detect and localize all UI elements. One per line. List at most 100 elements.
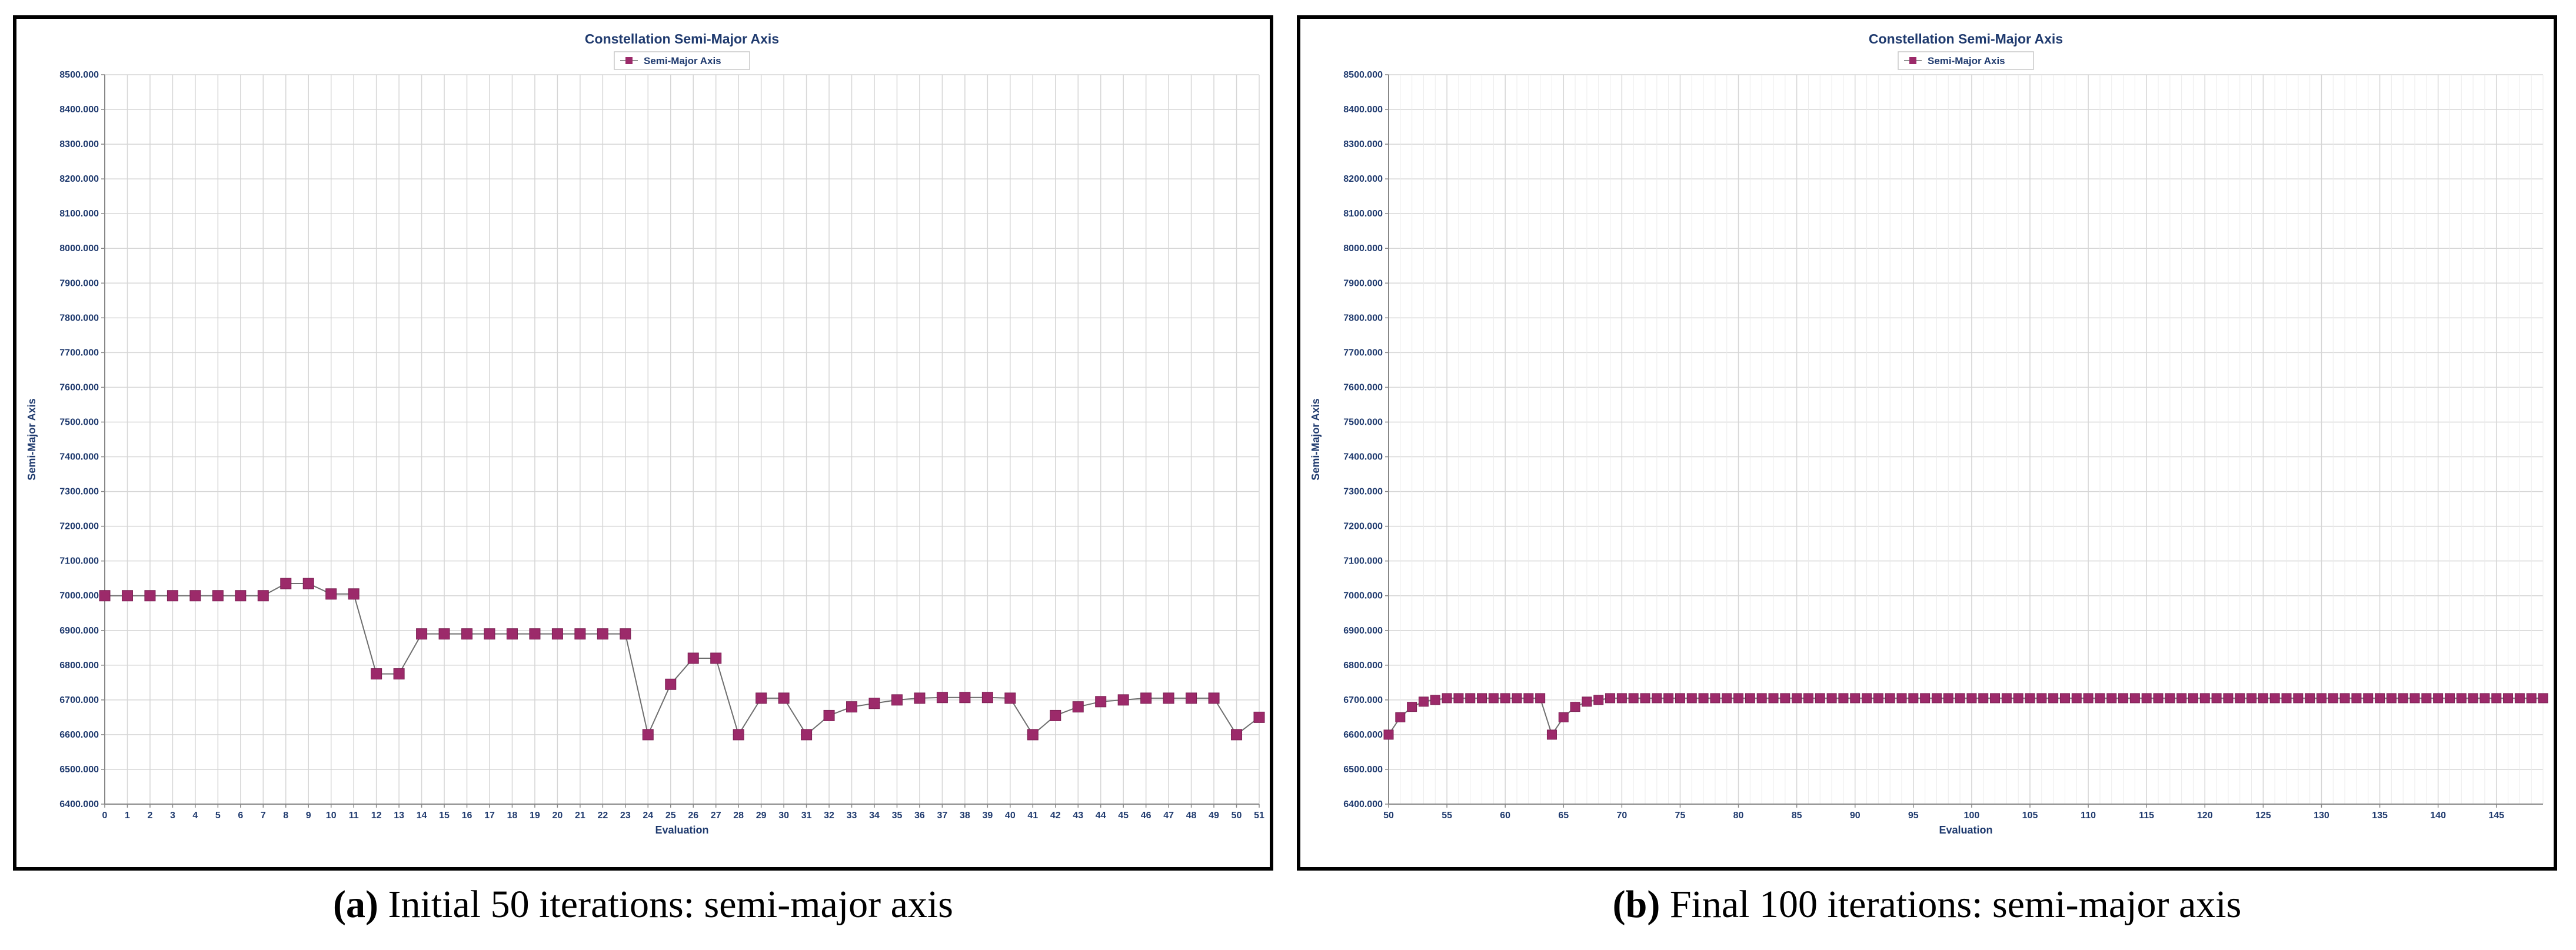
data-point — [551, 628, 563, 640]
data-point — [687, 652, 699, 664]
y-tick-label: 7900.000 — [59, 278, 99, 288]
x-axis-label: Evaluation — [655, 824, 708, 836]
data-point — [1955, 693, 1965, 704]
data-point — [144, 590, 156, 602]
x-tick-label: 9 — [306, 811, 311, 821]
x-tick-label: 16 — [462, 811, 472, 821]
plot-area — [105, 75, 1259, 804]
data-point — [212, 590, 224, 602]
data-point — [2351, 693, 2362, 704]
legend: Semi-Major Axis — [1898, 51, 2034, 70]
x-tick-label: 5 — [215, 811, 221, 821]
data-point — [2036, 693, 2047, 704]
data-point — [665, 678, 677, 690]
x-tick-label: 8 — [283, 811, 288, 821]
data-point — [2375, 693, 2385, 704]
data-point — [2293, 693, 2304, 704]
data-point — [2456, 693, 2467, 704]
data-point — [235, 590, 247, 602]
data-point — [1850, 693, 1861, 704]
x-tick-label: 31 — [801, 811, 812, 821]
y-tick-label: 6500.000 — [59, 765, 99, 775]
y-tick-label: 6400.000 — [59, 799, 99, 809]
data-point — [2433, 693, 2444, 704]
data-point — [1686, 693, 1697, 704]
chart-panel-b: Constellation Semi-Major Axis Semi-Major … — [1297, 15, 2557, 871]
x-tick-label: 60 — [1500, 811, 1510, 821]
x-tick-label: 75 — [1675, 811, 1686, 821]
data-point — [1418, 696, 1429, 707]
data-point — [1815, 693, 1825, 704]
y-tick-label: 7800.000 — [59, 313, 99, 323]
data-point — [1231, 729, 1243, 741]
x-tick-label: 26 — [688, 811, 698, 821]
y-tick-label: 8500.000 — [59, 70, 99, 80]
data-point — [981, 692, 993, 704]
x-tick-label: 32 — [824, 811, 834, 821]
y-tick-label: 8200.000 — [59, 174, 99, 184]
y-tick-label: 7700.000 — [1343, 348, 1383, 358]
data-point — [1698, 693, 1709, 704]
data-point — [2059, 693, 2070, 704]
x-tick-label: 35 — [892, 811, 903, 821]
x-tick-label: 55 — [1442, 811, 1452, 821]
data-point — [2468, 693, 2478, 704]
x-tick-label: 100 — [1964, 811, 1980, 821]
y-tick-label: 7400.000 — [59, 452, 99, 462]
x-tick-label: 39 — [982, 811, 993, 821]
x-tick-label: 50 — [1232, 811, 1242, 821]
data-point — [1652, 693, 1662, 704]
data-point — [1803, 693, 1813, 704]
data-point — [1605, 693, 1616, 704]
caption-a-text: Initial 50 iterations: semi-major axis — [388, 883, 953, 926]
y-tick-label: 7300.000 — [1343, 487, 1383, 497]
data-point — [2328, 693, 2338, 704]
data-point — [1990, 693, 2001, 704]
data-point — [1966, 693, 1977, 704]
data-point — [868, 698, 880, 709]
x-tick-label: 27 — [711, 811, 721, 821]
data-point — [2141, 693, 2152, 704]
x-tick-label: 12 — [371, 811, 382, 821]
data-point — [167, 590, 178, 602]
x-tick-label: 28 — [733, 811, 744, 821]
y-tick-label: 8500.000 — [1343, 70, 1383, 80]
data-point — [597, 628, 608, 640]
data-point — [1072, 701, 1084, 713]
x-tick-label: 29 — [756, 811, 767, 821]
x-axis-label: Evaluation — [1939, 824, 1992, 836]
data-point — [371, 668, 382, 680]
x-tick-label: 22 — [597, 811, 608, 821]
data-point — [1523, 693, 1534, 704]
data-point — [2480, 693, 2490, 704]
data-point — [1768, 693, 1779, 704]
data-point — [1442, 693, 1452, 704]
data-point — [2235, 693, 2245, 704]
caption-b-text: Final 100 iterations: semi-major axis — [1669, 883, 2242, 926]
x-tick-label: 42 — [1050, 811, 1061, 821]
x-tick-label: 4 — [192, 811, 198, 821]
data-point — [1640, 693, 1650, 704]
y-tick-label: 8000.000 — [59, 244, 99, 254]
data-point — [348, 588, 360, 600]
data-point — [1862, 693, 1872, 704]
x-tick-label: 10 — [326, 811, 337, 821]
data-point — [1943, 693, 1953, 704]
data-point — [2083, 693, 2094, 704]
x-tick-label: 34 — [869, 811, 880, 821]
data-point — [2281, 693, 2292, 704]
data-point — [325, 588, 337, 600]
data-point — [710, 652, 722, 664]
data-point — [2538, 693, 2548, 704]
data-point — [2526, 693, 2537, 704]
x-tick-label: 41 — [1027, 811, 1038, 821]
x-tick-label: 6 — [238, 811, 243, 821]
y-tick-label: 8200.000 — [1343, 174, 1383, 184]
x-tick-label: 47 — [1163, 811, 1174, 821]
data-point — [2106, 693, 2117, 704]
x-tick-label: 85 — [1792, 811, 1802, 821]
data-point — [1004, 692, 1016, 704]
x-tick-label: 11 — [349, 811, 359, 821]
data-point — [1208, 692, 1220, 704]
y-tick-label: 6900.000 — [59, 626, 99, 636]
